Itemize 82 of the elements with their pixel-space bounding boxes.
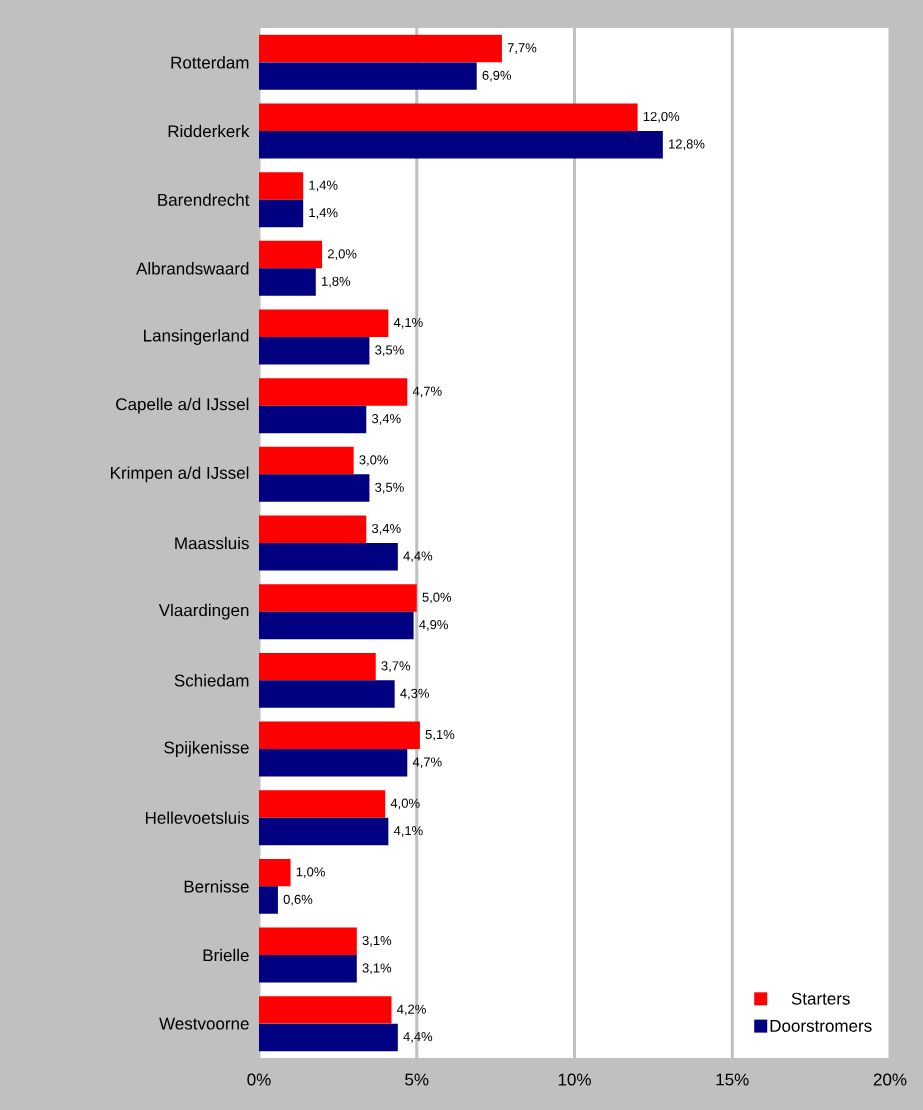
data-label: 4,1% [393,826,423,837]
data-label: 1,4% [309,180,338,192]
data-label: 3,1% [362,935,392,947]
y-tick-label: Maassluis [175,536,249,550]
data-label: 6,9% [482,70,512,82]
bar [259,584,417,612]
bar [259,309,389,338]
y-tick-label: Lansingerland [144,329,249,345]
data-label: 1,8% [321,276,351,288]
bar [259,611,414,640]
bar [259,886,278,914]
bar [259,378,408,406]
legend-label: Starters [791,992,850,1005]
data-label: 5,0% [422,592,452,604]
bar [259,268,316,296]
bar [259,474,370,502]
data-label: 4,9% [419,620,448,631]
bar [259,240,323,269]
bar [259,721,420,750]
legend-label: Doorstromers [770,1020,872,1032]
x-tick-label: 10% [558,1073,591,1086]
bar [259,405,367,434]
data-label: 0,6% [283,894,313,906]
x-tick-label: 0% [247,1073,271,1086]
bar [259,680,395,708]
bar [259,103,638,132]
y-tick-label: Rotterdam [171,56,249,69]
bar [259,131,663,159]
x-tick-label: 20% [873,1073,907,1086]
y-tick-label: Vlaardingen [158,603,249,620]
y-tick-label: Westvoorne [159,1017,249,1030]
y-tick-label: Barendrecht [158,193,250,206]
y-tick-label: Krimpen a/d IJssel [111,466,249,483]
data-label: 4,4% [403,551,433,563]
data-label: 4,2% [397,1004,426,1016]
bar [259,515,367,544]
data-label: 4,7% [412,757,442,769]
bar [259,543,398,571]
data-label: 3,4% [371,414,401,425]
y-tick-label: Albrandswaard [136,262,249,275]
x-tick-label: 5% [405,1073,429,1086]
data-label: 5,1% [425,729,455,741]
bar [259,446,354,475]
bar [259,34,502,63]
x-tick-label: 15% [716,1073,749,1086]
bar [259,62,477,90]
bar [259,172,304,200]
data-label: 4,0% [390,798,420,810]
data-label: 4,7% [412,386,442,398]
data-label: 4,4% [403,1032,433,1043]
bar [259,652,376,681]
data-label: 3,1% [362,963,392,975]
bar [259,1023,398,1052]
y-tick-label: Schiedam [174,674,249,687]
bar [259,927,357,956]
data-label: 1,4% [309,208,338,219]
data-label: 1,0% [296,867,325,878]
data-label: 3,7% [381,661,411,672]
y-tick-label: Hellevoetsluis [145,811,249,824]
data-label: 2,0% [327,249,357,260]
data-label: 4,3% [400,688,430,700]
data-label: 4,1% [393,317,423,329]
data-label: 3,0% [359,455,389,466]
bar [259,817,389,846]
y-tick-label: Brielle [203,948,249,962]
bar [259,790,386,818]
y-tick-label: Ridderkerk [168,124,250,138]
bar [259,749,408,777]
y-tick-label: Bernisse [184,880,249,893]
bar [259,337,370,365]
data-label: 3,5% [375,345,404,357]
data-label: 12,8% [669,139,705,151]
data-label: 3,5% [375,482,404,494]
bar [259,858,291,887]
data-label: 3,4% [371,523,401,535]
bar [259,955,357,983]
bar [259,199,304,228]
bar [259,996,392,1024]
data-label: 7,7% [507,43,537,54]
data-label: 12,0% [643,111,680,123]
y-tick-label: Spijkenisse [164,741,249,757]
y-tick-label: Capelle a/d IJssel [116,397,249,414]
